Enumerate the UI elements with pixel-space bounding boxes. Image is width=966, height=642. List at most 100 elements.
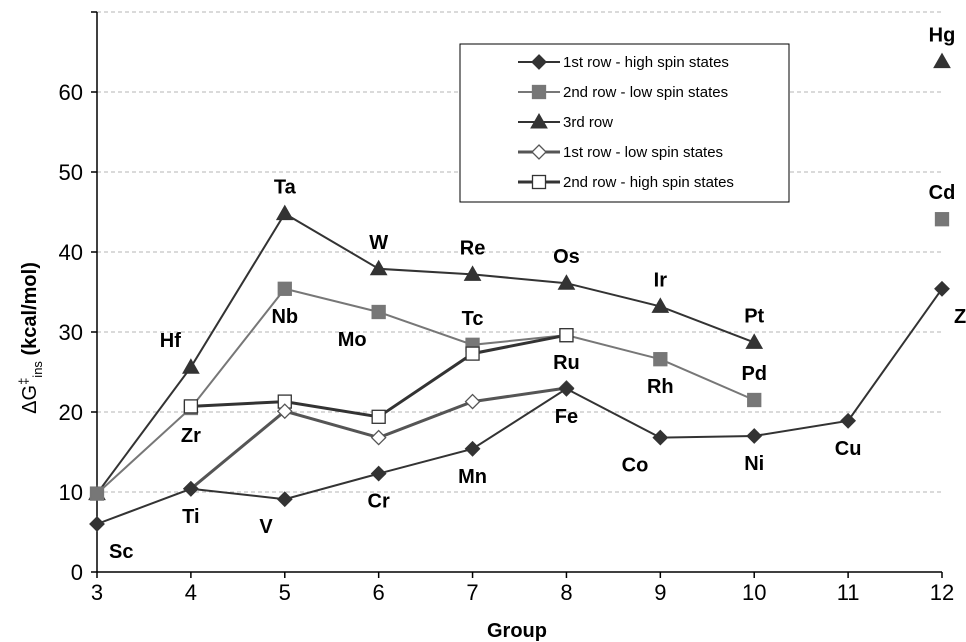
series-1-point-9 [934,280,950,297]
series-3-point-1 [182,358,200,374]
series-2-extra-point-0 [934,212,950,227]
element-label-co: Co [622,455,649,477]
element-label-hf: Hf [160,330,181,352]
legend: 1st row - high spin states 2nd row - low … [459,43,790,203]
legend-item-5: 2nd row - high spin states [518,174,734,191]
y-tick-label-40: 40 [59,240,83,265]
series-4-point-2 [370,429,387,446]
element-label-tc: Tc [462,308,484,330]
legend-label: 3rd row [563,114,613,131]
y-tick-label-50: 50 [59,160,83,185]
element-label-nb: Nb [271,306,298,328]
series-line-3 [96,212,755,495]
legend-swatch-marker [531,84,547,100]
legend-box [459,43,790,203]
element-label-rh: Rh [647,376,674,398]
legend-item-1: 1st row - high spin states [518,54,729,71]
series-1-point-0 [89,516,105,532]
series-5-point-3 [465,346,480,361]
element-label-ir: Ir [654,269,668,291]
element-label-mo: Mo [338,329,367,351]
series-line-2 [96,287,755,495]
y-tick-label-10: 10 [59,480,83,505]
element-label-zr: Zr [181,425,201,447]
series-line-5 [190,333,567,419]
x-tick-label-9: 9 [654,580,666,605]
element-label-ni: Ni [744,453,764,475]
y-axis-title-unit: (kcal/mol) [19,262,41,361]
series-3-point-2 [275,204,294,221]
series-1-point-3 [370,465,387,482]
series-2-point-3 [371,304,386,320]
y-axis-title-sub: ins [30,361,45,378]
legend-swatch-marker [531,174,547,190]
element-label-cu: Cu [835,438,862,460]
element-label-v: V [259,516,273,538]
series-1-point-2 [276,491,293,508]
y-axis-title-sup: ‡ [16,378,31,385]
y-tick-label-60: 60 [59,80,83,105]
element-label-zn: Zn [954,306,966,328]
legend-item-4: 1st row - low spin states [518,144,723,161]
element-label-sc: Sc [109,541,133,563]
legend-label: 2nd row - low spin states [563,84,728,101]
legend-swatch-marker [531,54,547,70]
series-5-point-4 [559,328,574,343]
element-label-ti: Ti [182,506,199,528]
series-3-point-5 [557,274,576,290]
x-tick-label-3: 3 [91,580,103,605]
series-4-point-3 [464,393,481,410]
x-axis-title: Group [487,620,547,642]
series-3-point-7 [745,333,764,349]
element-label-hg: Hg [929,25,956,47]
x-tick-label-6: 6 [373,580,385,605]
x-tick-label-4: 4 [185,580,197,605]
y-axis-title: ΔG‡ins (kcal/mol) [16,262,45,414]
x-tick-label-11: 11 [837,580,860,605]
element-label-cr: Cr [368,491,390,513]
series-3-point-6 [651,297,670,313]
legend-item-2: 2nd row - low spin states [518,84,728,101]
element-label-pd: Pd [741,363,767,385]
series-2-point-7 [747,392,762,408]
element-labels: Sc Ti V Cr Mn Fe Co Ni Cu Zn Zr Nb Mo Tc Ru Rh Pd Cd Hf Ta W… [109,25,966,563]
x-tick-label-10: 10 [742,580,766,605]
series-line-1 [96,288,943,525]
series-3-point-4 [463,265,482,281]
series-2-point-2 [277,281,292,296]
x-tick-label-7: 7 [466,580,478,605]
series-1-point-8 [840,412,857,429]
series-1-point-4 [464,440,481,457]
x-tick-label-8: 8 [560,580,572,605]
element-label-ru: Ru [553,352,580,374]
series-2-point-6 [653,352,668,367]
y-axis-title-main: ΔG [19,385,41,414]
y-tick-label-0: 0 [71,560,83,585]
legend-item-3: 3rd row [518,112,613,131]
element-label-cd: Cd [929,182,956,204]
element-label-os: Os [553,246,580,268]
series-3-point-3 [369,259,388,276]
element-label-ta: Ta [274,177,297,199]
x-tick-label-12: 12 [930,580,954,605]
series-1-point-6 [652,429,669,446]
legend-label: 1st row - high spin states [563,54,729,71]
series-5-point-0 [183,399,199,414]
element-label-fe: Fe [555,406,578,428]
legend-label: 2nd row - high spin states [563,174,734,191]
y-tick-label-20: 20 [59,400,83,425]
legend-label: 1st row - low spin states [563,144,723,161]
element-label-mn: Mn [458,466,487,488]
series-4-point-1 [276,403,293,420]
element-label-w: W [369,232,388,254]
series-1-point-1 [182,480,199,497]
series-lines [88,52,951,532]
series-3-extra-point-0 [933,52,951,69]
series-2-point-0 [89,486,105,501]
series-1-point-5 [558,380,575,397]
element-label-re: Re [460,237,486,259]
legend-swatch-marker [530,112,548,129]
legend-swatch-marker [531,144,547,160]
axes: 0 10 20 30 40 50 60 3 4 5 6 7 8 9 10 11 12 [59,11,954,605]
